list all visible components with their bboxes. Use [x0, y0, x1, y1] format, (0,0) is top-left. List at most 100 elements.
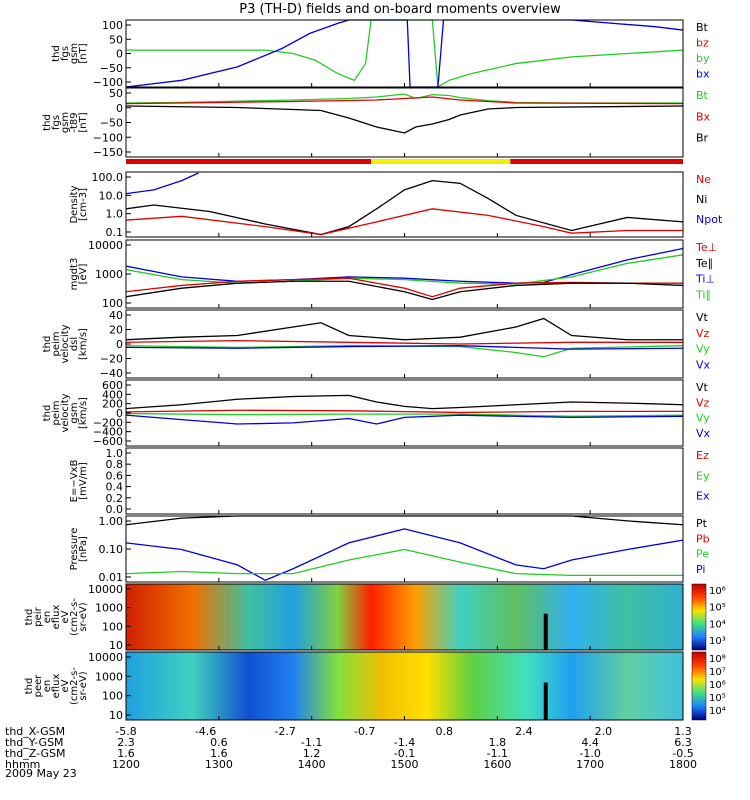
colorbar-tick-label: 10³	[709, 636, 726, 647]
panel-peer: 10⁸ 10⁷ 10⁶ 10⁵ 10⁴ 10000 1000 100 10 thdpeerenef…	[24, 651, 726, 722]
y-tick-label: −100	[93, 76, 123, 89]
legend-entry: Ez	[696, 449, 709, 462]
y-axis-label: E=−VxB	[69, 460, 80, 503]
axis-row-label: hhmm	[5, 758, 40, 771]
panel-plot-area	[126, 310, 683, 378]
series-Ne	[125, 208, 683, 236]
series-Pi	[125, 528, 684, 581]
y-tick-label: −200	[93, 416, 123, 429]
axis-row-value: -2.7	[274, 725, 295, 738]
series-Vz	[125, 339, 683, 345]
heatmap-field	[126, 652, 683, 720]
y-tick-label: 100	[102, 620, 123, 633]
y-tick-label: 0	[116, 102, 123, 115]
y-axis-label: peer	[33, 674, 44, 698]
mode-segment	[371, 159, 511, 164]
y-axis-label: [nT]	[78, 43, 89, 63]
legend-entry: Ti⊥	[695, 273, 715, 286]
legend-entry: Vt	[696, 311, 709, 324]
series-Vt	[125, 394, 684, 410]
series-Ti∥	[125, 254, 684, 285]
y-axis-label: eflux	[51, 605, 62, 630]
axis-row-value: -5.8	[115, 725, 136, 738]
axis-row-value: -1.0	[579, 747, 600, 760]
legend-entry: Ti∥	[695, 288, 711, 301]
y-axis-label: gsm	[60, 112, 71, 133]
y-axis-label: eV	[60, 679, 71, 692]
figure-title: P3 (TH-D) fields and on-board moments ov…	[239, 2, 561, 17]
legend-entry: Bt	[696, 89, 709, 102]
series-Vx	[125, 414, 684, 425]
axis-row-label: thd_Z-GSM	[5, 747, 65, 760]
legend-entry: Pb	[696, 532, 710, 545]
y-axis-label: [km/s]	[78, 328, 89, 360]
y-tick-label: 100.0	[92, 171, 124, 184]
series-Te⊥	[125, 277, 683, 298]
panel-plot-area	[126, 240, 683, 308]
axis-row-value: 1.6	[117, 747, 135, 760]
y-tick-label: 50	[109, 33, 123, 46]
y-tick-label: 0.0	[106, 503, 124, 516]
axis-row-value: 0.8	[436, 725, 454, 738]
legend-entry: Ne	[696, 173, 711, 186]
legend-entry: Ey	[696, 469, 710, 482]
y-axis-label: peim	[51, 400, 62, 425]
legend-entry: bx	[696, 68, 710, 81]
legend-entry: Vy	[696, 343, 710, 356]
axis-row-value: 1300	[205, 758, 233, 771]
y-tick-label: −100	[93, 131, 123, 144]
axis-row-value: 6.3	[674, 736, 692, 749]
panel-density: 100.0 10.0 1.0 0.1 Density[cm-3] Ne Ni Npot	[69, 171, 723, 239]
y-tick-label: 0	[116, 48, 123, 61]
y-axis-label: [km/s]	[78, 397, 89, 429]
y-axis-label: thd	[51, 45, 62, 62]
y-axis-label: [cm-3]	[78, 188, 89, 221]
y-tick-label: 0.10	[99, 543, 124, 556]
axis-row-value: 1200	[112, 758, 140, 771]
panel-plot-area	[126, 20, 683, 87]
series-Te∥	[125, 280, 684, 301]
y-tick-label: 1.0	[106, 447, 124, 460]
y-axis-label: peim	[51, 331, 62, 356]
colorbar	[691, 583, 707, 651]
legend-entry: Ni	[696, 193, 707, 206]
y-axis-label: [nT]	[78, 112, 89, 132]
y-tick-label: 10	[109, 639, 123, 652]
axis-row-value: -1.4	[394, 736, 415, 749]
legend-entry: Bx	[696, 110, 711, 123]
y-axis-label: velocity	[60, 393, 71, 432]
y-axis-label: eV	[60, 610, 71, 623]
y-tick-label: 1.00	[99, 515, 124, 528]
y-tick-label: 200	[102, 398, 123, 411]
axis-row-value: 1.3	[674, 725, 692, 738]
y-axis-label: (cm2-s-	[69, 598, 80, 636]
colorbar-tick-label: 10⁷	[709, 667, 726, 678]
series-Pe	[125, 548, 683, 577]
y-tick-label: 100	[102, 690, 123, 703]
legend-entry: Pi	[696, 563, 705, 576]
colorbar-tick-label: 10⁶	[709, 586, 726, 597]
colorbar	[691, 651, 707, 721]
y-axis-label: sr-eV)	[78, 671, 89, 700]
colorbar-tick-label: 10⁸	[709, 654, 726, 665]
heatmap-field	[126, 584, 683, 650]
axis-row-value: -0.1	[394, 747, 415, 760]
series-Ni	[125, 179, 684, 236]
y-tick-label: 0.8	[106, 458, 124, 471]
y-axis-label: thd	[42, 336, 53, 353]
data-gap-marker	[543, 682, 548, 720]
colorbar-tick-label: 10⁵	[709, 603, 726, 614]
legend-entry: Pe	[696, 548, 709, 561]
axis-row-value: 1.2	[303, 747, 321, 760]
axis-row-value: 1500	[391, 758, 419, 771]
axis-row-value: -0.5	[672, 747, 693, 760]
series-Ti⊥	[125, 247, 684, 284]
series-Vt	[125, 317, 683, 341]
data-gap-marker	[543, 613, 548, 650]
legend-entry: Vx	[696, 358, 711, 371]
panels: 100500−50−100thdfgsgsm[nT]Btbzbybx500−50…	[24, 19, 726, 722]
panel-pressure: 1.00 0.10 0.01 Pressure[nPa] Pt Pb Pe Pi	[69, 515, 710, 584]
axis-row-value: 0.6	[210, 736, 228, 749]
y-tick-label: −20	[100, 353, 123, 366]
